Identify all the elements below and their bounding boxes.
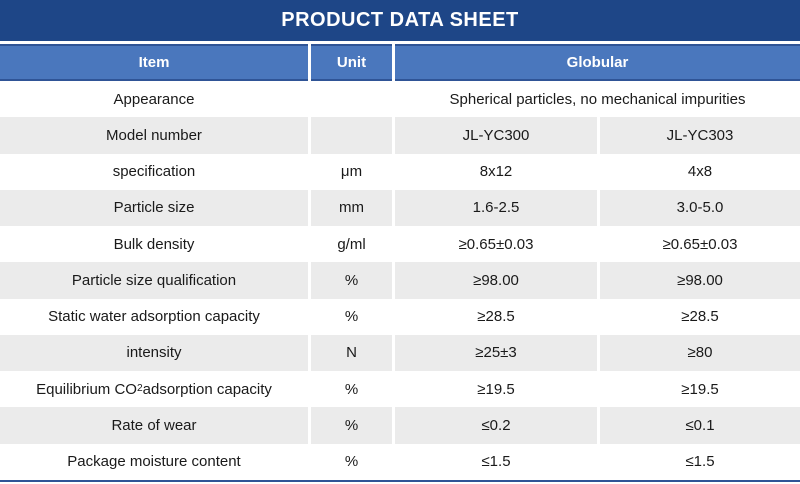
value-cell: ≥80 — [600, 334, 800, 372]
value-cell: ≥25±3 — [395, 334, 597, 372]
table-row: Bulk density g/ml ≥0.65±0.03 ≥0.65±0.03 — [0, 226, 800, 263]
unit-cell: % — [311, 371, 392, 408]
unit-cell: g/ml — [311, 226, 392, 263]
unit-cell: % — [311, 407, 392, 444]
value-cell: JL-YC303 — [600, 117, 800, 154]
item-cell: Particle size — [0, 189, 308, 227]
table-row: Static water adsorption capacity% ≥28.5 ≥2… — [0, 298, 800, 335]
item-cell: Model number — [0, 117, 308, 154]
item-cell: Static water adsorption capacity — [0, 298, 308, 335]
value-cell: ≥0.65±0.03 — [395, 226, 597, 263]
value-cell: ≤0.2 — [395, 407, 597, 444]
value-cell: ≥19.5 — [395, 371, 597, 408]
value-cell: ≥19.5 — [600, 371, 800, 408]
table-row: Particle size mm 1.6-2.5 3.0-5.0 — [0, 189, 800, 227]
header-item: Item — [0, 44, 308, 81]
value-cell: ≤1.5 — [395, 443, 597, 480]
value-cell: ≥28.5 — [600, 298, 800, 335]
header-globular: Globular — [395, 44, 800, 81]
value-cell: ≥98.00 — [395, 262, 597, 299]
item-cell: Appearance — [0, 81, 308, 118]
unit-cell: % — [311, 262, 392, 299]
unit-cell: mm — [311, 189, 392, 227]
unit-cell: % — [311, 443, 392, 480]
item-cell: Rate of wear — [0, 407, 308, 444]
item-cell: Particle size qualification — [0, 262, 308, 299]
item-cell: Bulk density — [0, 226, 308, 263]
unit-cell — [311, 81, 392, 118]
table-row: Appearance Spherical particles, no mechan… — [0, 81, 800, 118]
header-unit: Unit — [311, 44, 392, 81]
item-cell: intensity — [0, 334, 308, 372]
item-cell: Package moisture content — [0, 443, 308, 480]
page-title: PRODUCT DATA SHEET — [0, 0, 800, 41]
value-cell: 8x12 — [395, 153, 597, 190]
value-cell: 1.6-2.5 — [395, 189, 597, 227]
table-row: Particle size qualification% ≥98.00 ≥98.00 — [0, 262, 800, 299]
unit-cell — [311, 117, 392, 154]
table-row: specification μm 8x12 4x8 — [0, 153, 800, 190]
unit-cell: % — [311, 298, 392, 335]
value-cell-span: Spherical particles, no mechanical impur… — [395, 81, 800, 118]
value-cell: ≥28.5 — [395, 298, 597, 335]
table-row: intensity N ≥25±3 ≥80 — [0, 334, 800, 372]
unit-cell: μm — [311, 153, 392, 190]
unit-cell: N — [311, 334, 392, 372]
table-header-row: Item Unit Globular — [0, 44, 800, 81]
value-cell: JL-YC300 — [395, 117, 597, 154]
value-cell: ≤0.1 — [600, 407, 800, 444]
table-body: Appearance Spherical particles, no mechan… — [0, 81, 800, 482]
value-cell: 3.0-5.0 — [600, 189, 800, 227]
item-cell: Equilibrium CO 2 adsorption capacity — [0, 371, 308, 408]
table-row: Equilibrium CO 2 adsorption capacity% ≥19.… — [0, 371, 800, 408]
table-row: Package moisture content% ≤1.5 ≤1.5 — [0, 443, 800, 480]
item-cell: specification — [0, 153, 308, 190]
value-cell: ≥0.65±0.03 — [600, 226, 800, 263]
title-divider — [0, 41, 800, 44]
value-cell: 4x8 — [600, 153, 800, 190]
value-cell: ≥98.00 — [600, 262, 800, 299]
table-row: Rate of wear% ≤0.2 ≤0.1 — [0, 407, 800, 444]
table-row: Model number JL-YC300 JL-YC303 — [0, 117, 800, 154]
value-cell: ≤1.5 — [600, 443, 800, 480]
